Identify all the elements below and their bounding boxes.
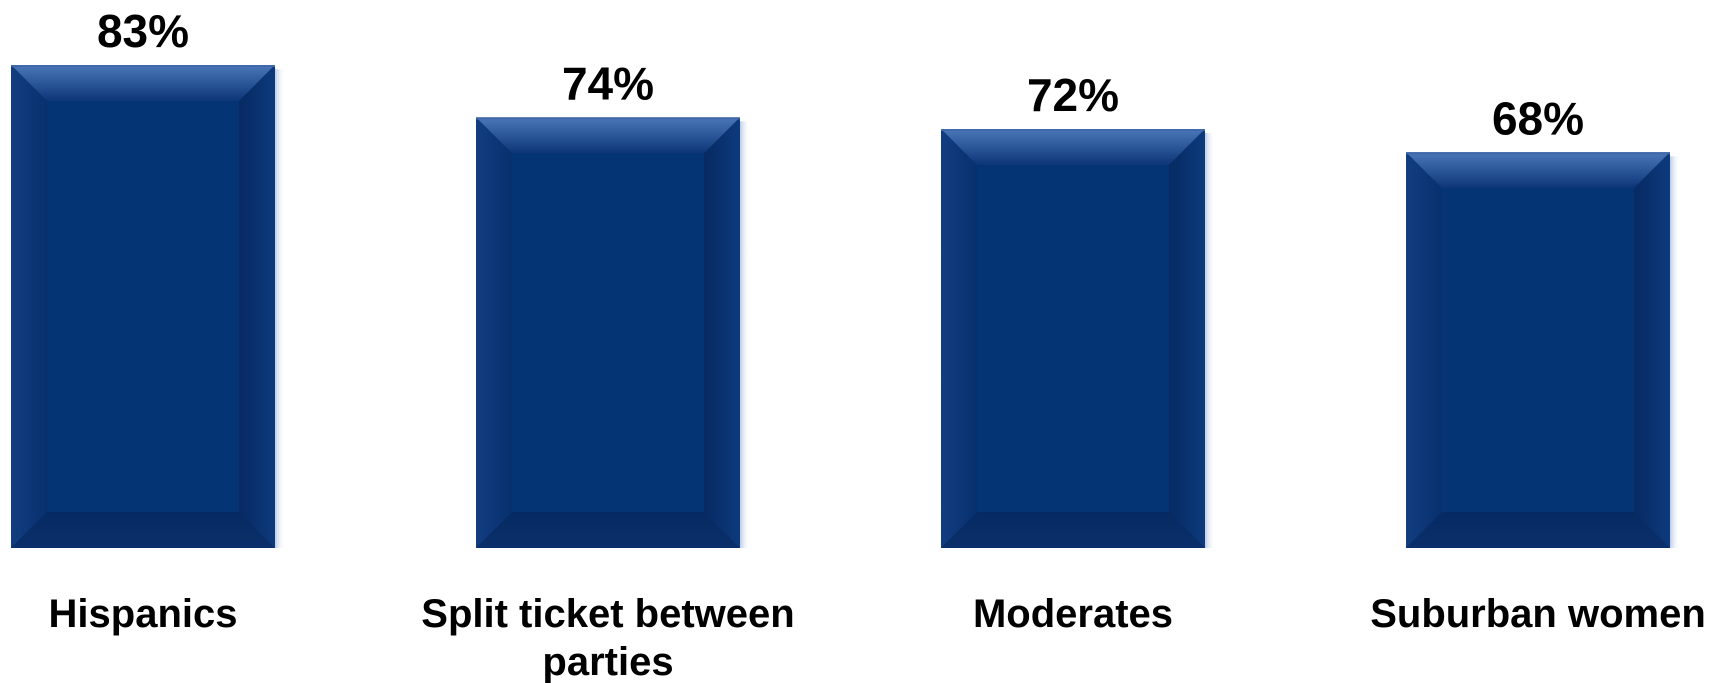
- category-label-line: Hispanics: [49, 592, 238, 636]
- data-label-1: 83%: [97, 5, 189, 57]
- category-label-line: Split ticket between: [421, 592, 794, 636]
- bar-right-bevel: [1169, 129, 1205, 548]
- bar-3: [941, 129, 1215, 548]
- category-label-line: Moderates: [973, 592, 1173, 636]
- category-labels-layer: Hispanics Split ticket between parties Mode…: [49, 592, 1706, 683]
- bar-top-bevel: [941, 129, 1205, 166]
- bar-shadow: [275, 69, 285, 548]
- bar-left-bevel: [1406, 152, 1442, 548]
- data-label-3: 72%: [1027, 69, 1119, 121]
- bar-bottom-bevel: [941, 512, 1205, 548]
- category-label-2: Split ticket between parties: [421, 592, 794, 683]
- bar-shadow: [740, 121, 750, 548]
- bar-right-bevel: [704, 117, 740, 548]
- bar-right-bevel: [1634, 152, 1670, 548]
- category-label-line: Suburban women: [1370, 592, 1706, 636]
- bar-top-bevel: [476, 117, 740, 154]
- category-label-3: Moderates: [973, 592, 1173, 636]
- bar-left-bevel: [941, 129, 977, 548]
- bar-2: [476, 117, 750, 548]
- bar-left-bevel: [476, 117, 512, 548]
- bar-top-bevel: [11, 65, 275, 101]
- bar-right-bevel: [239, 65, 275, 548]
- bar-body: [476, 117, 740, 548]
- bar-body: [11, 65, 275, 548]
- bar-shadow: [1670, 156, 1680, 548]
- bar-shadow: [1205, 133, 1215, 548]
- category-label-4: Suburban women: [1370, 592, 1706, 636]
- data-label-4: 68%: [1492, 92, 1584, 144]
- bar-body: [1406, 152, 1670, 548]
- bar-bottom-bevel: [476, 512, 740, 548]
- category-label-1: Hispanics: [49, 592, 238, 636]
- value-labels-layer: 83% 74% 72% 68%: [97, 5, 1584, 144]
- bar-bottom-bevel: [11, 512, 275, 548]
- bar-1: [11, 65, 285, 548]
- bar-top-bevel: [1406, 152, 1670, 189]
- bar-4: [1406, 152, 1680, 548]
- bar-bottom-bevel: [1406, 512, 1670, 548]
- bars-layer: [11, 65, 1680, 548]
- bar-body: [941, 129, 1205, 548]
- category-label-line: parties: [542, 640, 673, 683]
- data-label-2: 74%: [562, 57, 654, 109]
- bar-left-bevel: [11, 65, 47, 548]
